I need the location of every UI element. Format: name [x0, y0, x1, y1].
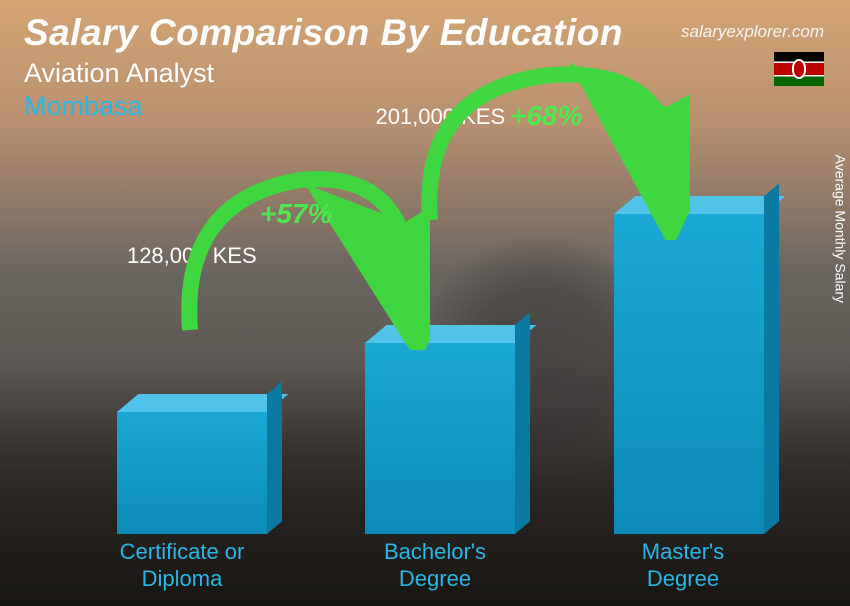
bar-side-face [764, 183, 779, 534]
bar-top-face [614, 196, 785, 214]
increase-label-2: +68% [510, 100, 582, 132]
flag-icon [774, 52, 824, 86]
bar-body [614, 214, 764, 534]
bar-chart: 128,000 KES 201,000 KES 337,000 KES [60, 154, 770, 534]
bar-1: 201,000 KES [365, 343, 515, 534]
bar-top-face [365, 325, 536, 343]
y-axis-title: Average Monthly Salary [832, 155, 848, 303]
bar-body [365, 343, 515, 534]
brand-label: salaryexplorer.com [681, 22, 824, 42]
axis-label-0: Certificate or Diploma [92, 539, 272, 592]
bar-value-label: 128,000 KES [92, 243, 292, 269]
bar-side-face [515, 313, 530, 534]
bar-2: 337,000 KES [614, 214, 764, 534]
increase-label-1: +57% [260, 198, 332, 230]
bar-side-face [267, 382, 282, 534]
axis-label-1: Bachelor's Degree [355, 539, 515, 592]
chart-subtitle: Aviation Analyst [24, 58, 826, 89]
bar-top-face [117, 394, 288, 412]
bar-body [117, 412, 267, 534]
bar-0: 128,000 KES [117, 412, 267, 534]
axis-label-2: Master's Degree [608, 539, 758, 592]
